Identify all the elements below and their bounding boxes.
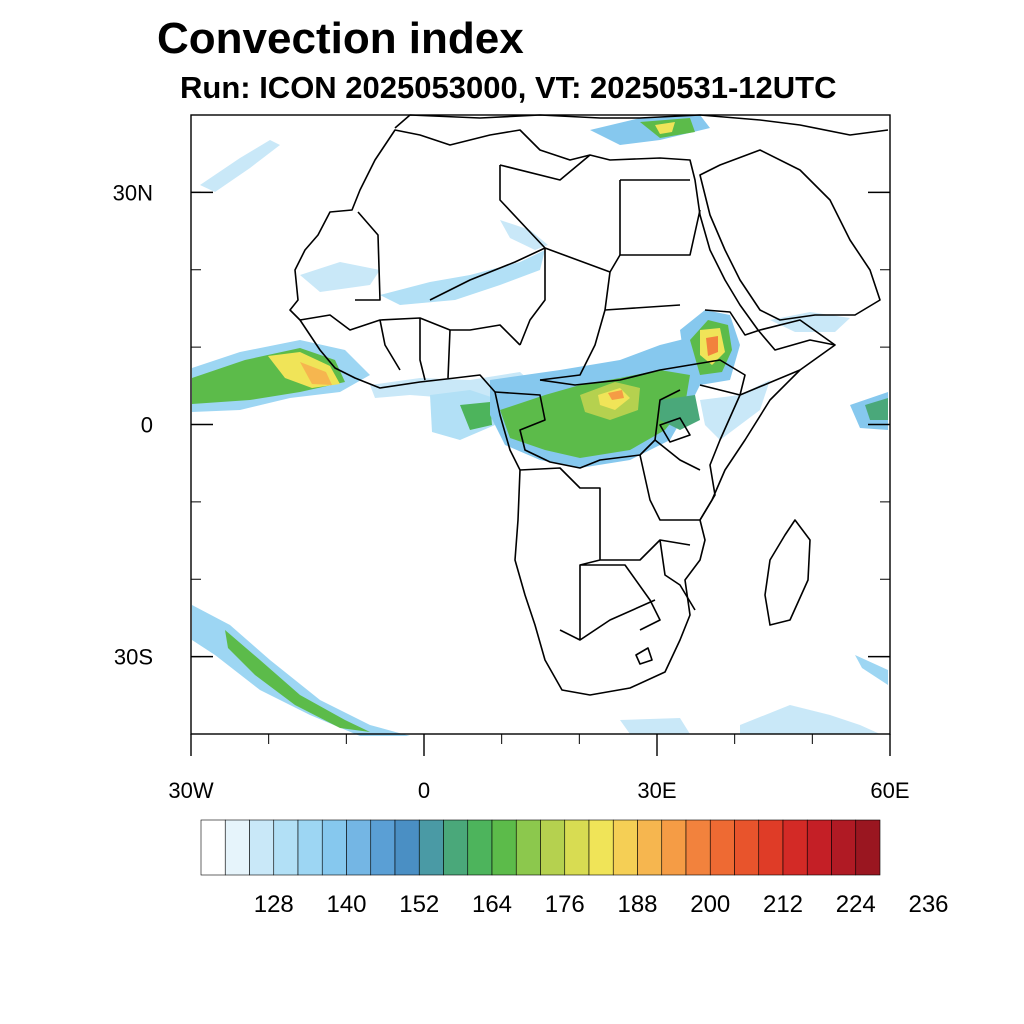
convection-area-south-indian-3 [855,655,888,685]
colorbar-swatch [515,819,541,876]
europe-coastline [394,114,889,136]
colorbar-swatch [612,819,638,876]
colorbar-swatch [564,819,590,876]
colorbar-swatch [661,819,687,876]
lesotho-border [635,647,653,665]
central-africa-borders [494,364,691,469]
convection-area-sahel-1 [300,262,380,292]
colorbar-swatch [855,819,881,876]
sahara-borders-2 [499,154,690,381]
colorbar-tick-label: 188 [617,891,657,918]
convection-area-ethiopia-orange [706,336,718,356]
axis-ticks: 30N 0 30S 30W 0 30E 60E [113,114,910,803]
map-subtitle: Run: ICON 2025053000, VT: 20250531-12UTC [180,70,837,105]
lake-victoria-border [659,417,691,443]
colorbar-swatch [685,819,711,876]
convection-area-east-coast [700,380,770,440]
coastlines-and-borders [289,114,889,696]
convection-area-sahel-3 [500,220,548,250]
colorbar-tick-label: 224 [836,891,876,918]
lon-tick-label: 0 [418,778,430,803]
colorbar: 128 140 152 164 176 188 200 212 224 236 [200,819,949,918]
convection-field [192,115,888,736]
colorbar-swatch [637,819,663,876]
colorbar-tick-label: 200 [690,891,730,918]
colorbar-swatch [249,819,275,876]
colorbar-tick-label: 152 [399,891,439,918]
convection-area-gulf-guinea-green [460,402,492,430]
colorbar-swatch [491,819,517,876]
colorbar-swatch [418,819,444,876]
convection-area-south-atlantic-light [192,605,410,736]
colorbar-swatch [273,819,299,876]
arabia-coastline [699,149,881,321]
colorbar-swatch [370,819,396,876]
colorbar-swatch [443,819,469,876]
southern-africa-borders [519,467,696,641]
colorbar-swatch [709,819,735,876]
horn-of-africa-borders [699,309,836,396]
convection-area-mediterranean-yellow [655,122,675,134]
colorbar-swatch [200,819,226,876]
colorbar-tick-label: 164 [472,891,512,918]
map-title: Convection index [157,14,524,63]
west-africa-borders [299,314,521,381]
africa-coastline [289,129,836,696]
lon-tick-label: 30W [168,778,213,803]
convection-area-nw-streak [200,140,280,192]
colorbar-swatch [394,819,420,876]
colorbar-swatch [758,819,784,876]
colorbar-tick-label: 236 [908,891,948,918]
convection-area-central-africa-orange [608,390,624,400]
colorbar-swatch [831,819,857,876]
colorbar-swatch [782,819,808,876]
colorbar-swatch [806,819,832,876]
colorbar-swatch [467,819,493,876]
colorbar-swatch [540,819,566,876]
lat-tick-label: 30S [114,645,153,670]
convection-area-south-indian-1 [620,718,690,734]
colorbar-swatch [224,819,250,876]
convection-area-sahel-2 [380,250,545,305]
colorbar-swatch [321,819,347,876]
east-africa-borders [639,359,746,521]
convection-area-indian-ocean-green [865,398,888,420]
colorbar-tick-label: 176 [545,891,585,918]
lat-tick-label: 30N [113,180,153,205]
colorbar-swatch [734,819,760,876]
colorbar-swatch [346,819,372,876]
madagascar-coastline [764,519,811,626]
convection-area-south-indian-2 [740,705,880,734]
colorbar-tick-label: 128 [254,891,294,918]
colorbar-tick-label: 212 [763,891,803,918]
convection-area-atlantic-orange [300,362,332,385]
sahara-borders-1 [355,165,701,346]
lon-tick-label: 30E [637,778,676,803]
colorbar-swatch [297,819,323,876]
lat-tick-label: 0 [141,413,153,438]
colorbar-tick-label: 140 [326,891,366,918]
convection-area-somalia [770,312,850,332]
lon-tick-label: 60E [870,778,909,803]
colorbar-swatch [588,819,614,876]
